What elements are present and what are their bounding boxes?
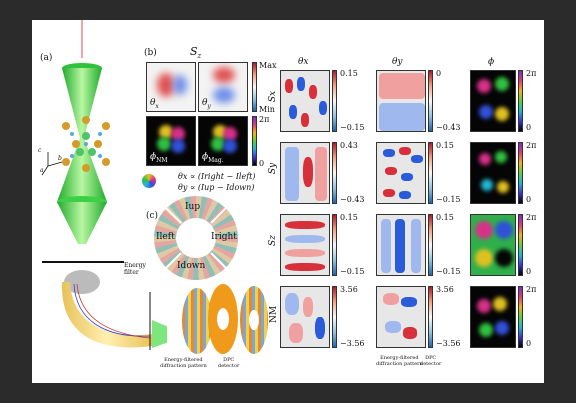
nm-theta-x-colorbar [332, 286, 337, 348]
sy-tx-top: 0.43 [340, 141, 358, 150]
sz-tx-top: 0.15 [340, 213, 358, 222]
sy-theta-x-colorbar [332, 142, 337, 204]
sy-ty-top: 0.15 [436, 141, 454, 150]
sy-tx-bot: −0.43 [340, 195, 365, 204]
sz-theta-x-label: θx [150, 98, 159, 110]
nm-theta-y-colorbar [428, 286, 433, 348]
efdp-caption-2: Energy-filtered diffraction pattern [376, 355, 423, 367]
nm-phase-top: 2π [526, 285, 537, 294]
row-label-sx: Sx [268, 90, 279, 103]
filtered-disc [240, 286, 268, 354]
sx-theta-x-colorbar [332, 70, 337, 132]
col-header-theta-x: θx [298, 57, 309, 67]
phase-colorbar [252, 116, 257, 166]
sx-tx-bot: −0.15 [340, 123, 365, 132]
nm-phase-bot: 0 [526, 339, 532, 348]
sy-ty-bot: −0.15 [436, 195, 461, 204]
panel-a-label: (a) [40, 53, 53, 63]
nm-tx-top: 3.56 [340, 285, 358, 294]
sz-theta-x-grid-map [280, 214, 330, 276]
axis-a-label: a [40, 167, 44, 174]
nm-ty-top: 3.56 [436, 285, 454, 294]
sx-phi-colorbar [518, 70, 523, 132]
sz-tx-bot: −0.15 [340, 267, 365, 276]
phi-mag-label: ϕMag. [202, 152, 224, 164]
row-label-nm: NM [269, 305, 280, 324]
crystal-structure-icon [58, 116, 114, 172]
sx-theta-y-map [376, 70, 426, 132]
phi-mag-map: ϕMag. [198, 116, 248, 166]
efdp-caption: Energy-filtered diffraction pattern [160, 357, 207, 369]
nm-phi-map [470, 286, 516, 348]
col-header-phi: ϕ [488, 57, 495, 67]
sy-theta-y-colorbar [428, 142, 433, 204]
sz-theta-x-colorbar-grid [332, 214, 337, 276]
panel-c-label: (c) [146, 211, 159, 221]
sy-phi-colorbar [518, 142, 523, 204]
diffraction-pattern-disc [182, 288, 212, 354]
sz-phase-bot: 0 [526, 267, 532, 276]
sz-ty-bot: −0.15 [436, 267, 461, 276]
panel-b-label: (b) [144, 48, 157, 58]
sx-phase-bot: 0 [526, 123, 532, 132]
sy-phase-bot: 0 [526, 195, 532, 204]
dpc-caption-2: DPC detector [420, 355, 442, 367]
energy-filter-caption: Energy filter [124, 262, 146, 277]
axis-c-label: c [38, 147, 42, 154]
nm-tx-bot: −3.56 [340, 339, 365, 348]
sz-phi-colorbar [518, 214, 523, 276]
nm-ty-bot: −3.56 [436, 339, 461, 348]
dpc-detector-disc [208, 284, 238, 354]
sz-theta-y-grid-map [376, 214, 426, 276]
nm-phi-colorbar [518, 286, 523, 348]
formula-theta-x: θx ∝ (Iright − Ileft) [178, 172, 256, 181]
detector-right-label: Iright [211, 232, 237, 242]
formula-theta-y: θy ∝ (Iup − Idown) [178, 183, 255, 192]
nm-theta-x-map [280, 286, 330, 348]
axes-triad-icon [41, 152, 63, 176]
sx-tx-top: 0.15 [340, 69, 358, 78]
sx-theta-x-map [280, 70, 330, 132]
sx-phi-map [470, 70, 516, 132]
sz-phi-grid-map [470, 214, 516, 276]
phi-nm-label: ϕNM [150, 152, 168, 164]
sz-ty-top: 0.15 [436, 213, 454, 222]
sx-ty-top: 0 [436, 69, 442, 78]
sy-phase-top: 2π [526, 141, 537, 150]
colorbar-max-label: Max [259, 61, 277, 70]
sz-phase-top: 2π [526, 213, 537, 222]
phase-max-label: 2π [259, 115, 270, 124]
color-wheel-icon [142, 174, 156, 188]
phi-nm-map: ϕNM [146, 116, 196, 166]
detector-left-label: Ileft [156, 232, 175, 242]
row-label-sz: Sz [267, 235, 278, 246]
sz-theta-y-label: θy [202, 98, 211, 110]
sy-theta-y-map [376, 142, 426, 204]
sx-theta-y-colorbar [428, 70, 433, 132]
detector-down-label: Idown [177, 261, 206, 271]
sz-diverging-colorbar [252, 62, 257, 112]
col-header-theta-y: θy [392, 57, 403, 67]
sz-theta-y-map: θy [198, 62, 248, 112]
dpc-detector-ring: Iup Ileft Iright Idown [154, 196, 238, 280]
axis-b-label: b [58, 155, 62, 162]
sx-phase-top: 2π [526, 69, 537, 78]
row-label-sy: Sy [268, 162, 279, 175]
sx-ty-bot: −0.43 [436, 123, 461, 132]
sz-theta-x-map: θx [146, 62, 196, 112]
sy-theta-x-map [280, 142, 330, 204]
dpc-caption: DPC detector [218, 357, 240, 369]
detector-up-label: Iup [185, 202, 201, 212]
phase-min-label: 0 [259, 159, 265, 168]
sz-theta-y-colorbar-grid [428, 214, 433, 276]
sy-phi-map [470, 142, 516, 204]
nm-theta-y-map [376, 286, 426, 348]
colorbar-min-label: Min [259, 105, 275, 114]
figure: (a) [32, 20, 544, 383]
panel-b-title: Sz [190, 45, 202, 61]
beam-path-illustration [42, 20, 167, 350]
